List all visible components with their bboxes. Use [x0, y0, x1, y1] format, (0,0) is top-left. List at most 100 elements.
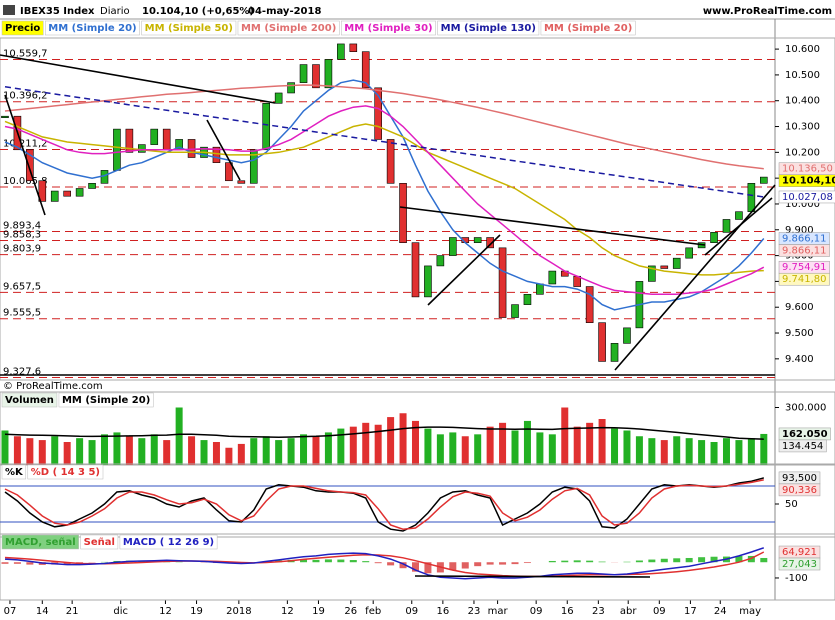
candle — [710, 232, 718, 243]
volume-bar — [250, 438, 258, 465]
level-label: 9.858,3 — [3, 230, 41, 241]
panel-frame — [0, 533, 835, 601]
histogram-bar — [312, 559, 320, 563]
x-tick-label: 09 — [653, 606, 666, 617]
value-label-box — [778, 272, 830, 286]
volume-bar — [523, 420, 531, 465]
legend-label: Señal — [84, 537, 115, 548]
legend-box — [1, 464, 27, 480]
histogram-bar — [13, 562, 21, 564]
date: 04-may-2018 — [248, 6, 321, 17]
value-label-box — [778, 483, 821, 497]
value-label: 9.754,91 — [782, 262, 827, 273]
series-line — [4, 120, 764, 276]
volume-bar — [735, 440, 743, 465]
x-tick-label: mar — [488, 606, 509, 617]
volume-bar — [660, 440, 668, 465]
legend-label: Precio — [5, 23, 40, 34]
y-tick-label: -100 — [785, 573, 808, 584]
candle — [672, 257, 681, 269]
y-tick-label: 10.500 — [785, 70, 820, 81]
volume-bar — [673, 436, 681, 465]
histogram-bar — [735, 555, 743, 563]
legend-box — [80, 534, 119, 550]
histogram-bar — [26, 562, 34, 565]
y-tick-label: 10.300 — [785, 122, 820, 133]
x-tick-label: feb — [365, 606, 381, 617]
legend-box — [341, 20, 436, 36]
x-tick-label: 19 — [190, 606, 203, 617]
histogram-bar — [573, 560, 581, 563]
y-tick-label: 9.900 — [785, 225, 814, 236]
x-tick-label: 23 — [468, 606, 481, 617]
histogram-bar — [598, 561, 606, 563]
volume-bar — [747, 438, 755, 465]
value-label-box — [778, 557, 821, 571]
histogram-bar — [511, 562, 519, 565]
histogram-bar — [424, 562, 432, 574]
candle — [585, 286, 594, 323]
volume-bar — [561, 407, 569, 465]
candle — [411, 242, 420, 298]
candle — [361, 51, 370, 89]
y-tick-label: 10.600 — [785, 44, 820, 55]
value-label-box — [778, 439, 827, 453]
candle — [473, 237, 482, 243]
y-tick-label: 10.000 — [785, 199, 820, 210]
legend-box — [237, 20, 340, 36]
series-line — [4, 79, 765, 311]
volume-bar — [685, 438, 693, 465]
volume-bar — [13, 436, 21, 465]
level-label: 9.803,9 — [3, 244, 41, 255]
volume-bar — [150, 434, 158, 465]
candle — [685, 247, 693, 259]
candle — [424, 265, 432, 298]
period: Diario — [100, 6, 130, 17]
x-tick-label: 09 — [405, 606, 418, 617]
volume-bar — [312, 436, 320, 465]
x-tick-label: 21 — [66, 606, 79, 617]
level-label: 10.396,2 — [3, 91, 48, 102]
histogram-bar — [461, 562, 469, 569]
volume-bar — [200, 440, 208, 465]
candle — [548, 270, 557, 285]
panel-frame — [0, 37, 835, 381]
legend-label: MACD ( 12 26 9) — [123, 537, 214, 548]
candle — [50, 190, 59, 202]
candle — [660, 265, 669, 269]
candle — [324, 59, 333, 89]
panel-frame — [0, 463, 835, 538]
volume-bar — [51, 436, 59, 465]
candle — [374, 87, 382, 140]
x-tick-label: 26 — [344, 606, 357, 617]
volume-bar — [722, 438, 730, 465]
histogram-bar — [1, 562, 9, 564]
volume-bar — [1, 430, 9, 465]
volume-bar — [499, 422, 507, 465]
candle — [88, 183, 96, 189]
x-tick-label: 23 — [592, 606, 605, 617]
value-label: 134.454 — [782, 441, 823, 452]
legend-label: Volumen — [5, 395, 54, 406]
level-label: 9.893,4 — [3, 220, 41, 231]
x-tick-label: 07 — [4, 606, 17, 617]
volume-bar — [461, 436, 469, 465]
value-label-box — [778, 174, 835, 187]
level-label: 10.559,7 — [3, 49, 48, 60]
histogram-bar — [760, 557, 768, 563]
series-line — [4, 479, 764, 530]
candle — [75, 188, 84, 197]
candle — [735, 211, 743, 220]
candle — [610, 343, 619, 362]
series-line — [4, 551, 765, 578]
histogram-bar — [499, 562, 507, 565]
candle — [38, 180, 47, 202]
histogram-bar — [523, 562, 531, 564]
trend-line — [704, 197, 773, 256]
volume-bar — [212, 442, 220, 465]
volume-bar — [125, 436, 133, 465]
histogram-bar — [349, 560, 357, 563]
histogram-bar — [635, 560, 643, 563]
volume-bar — [411, 420, 419, 465]
